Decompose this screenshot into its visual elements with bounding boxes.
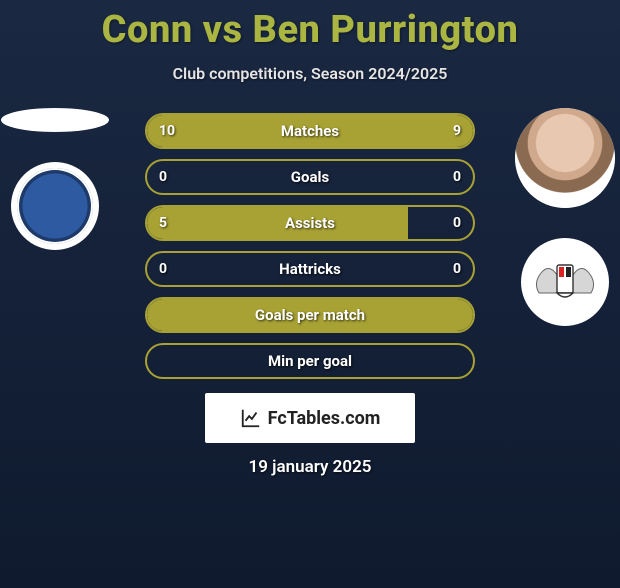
left-club-badge xyxy=(11,162,99,250)
stat-row-min-per-goal: Min per goal xyxy=(145,343,475,379)
stat-label: Min per goal xyxy=(268,352,352,370)
stat-row-assists: 5 Assists 0 xyxy=(145,205,475,241)
stat-rows: 10 Matches 9 0 Goals 0 5 Assists 0 0 Hat… xyxy=(70,113,550,379)
right-player-column xyxy=(510,108,620,326)
stat-value-left: 10 xyxy=(159,115,175,147)
stat-row-matches: 10 Matches 9 xyxy=(145,113,475,149)
stat-label: Goals xyxy=(291,168,329,186)
right-avatar xyxy=(515,108,615,208)
stat-value-left: 0 xyxy=(159,253,167,285)
stat-label: Matches xyxy=(281,122,339,140)
stat-row-goals-per-match: Goals per match xyxy=(145,297,475,333)
date-text: 19 january 2025 xyxy=(0,457,620,477)
stat-label: Assists xyxy=(285,214,335,232)
stat-value-right: 9 xyxy=(453,115,461,147)
stat-label: Hattricks xyxy=(279,260,341,278)
page-title: Conn vs Ben Purrington xyxy=(0,8,620,52)
bar-fill-left xyxy=(147,207,408,239)
stat-value-right: 0 xyxy=(453,161,461,193)
stat-value-left: 5 xyxy=(159,207,167,239)
crest-icon xyxy=(529,253,601,311)
stat-row-goals: 0 Goals 0 xyxy=(145,159,475,195)
attribution-badge: FcTables.com xyxy=(205,393,415,443)
stat-row-hattricks: 0 Hattricks 0 xyxy=(145,251,475,287)
stat-value-right: 0 xyxy=(453,207,461,239)
left-avatar-placeholder xyxy=(1,108,109,132)
stat-value-right: 0 xyxy=(453,253,461,285)
bar-fill-right xyxy=(317,115,473,147)
left-player-column xyxy=(0,108,110,250)
right-club-badge xyxy=(521,238,609,326)
stat-value-left: 0 xyxy=(159,161,167,193)
chart-icon xyxy=(240,407,262,429)
stat-label: Goals per match xyxy=(255,306,365,324)
page-subtitle: Club competitions, Season 2024/2025 xyxy=(0,64,620,83)
attribution-text: FcTables.com xyxy=(268,408,381,429)
